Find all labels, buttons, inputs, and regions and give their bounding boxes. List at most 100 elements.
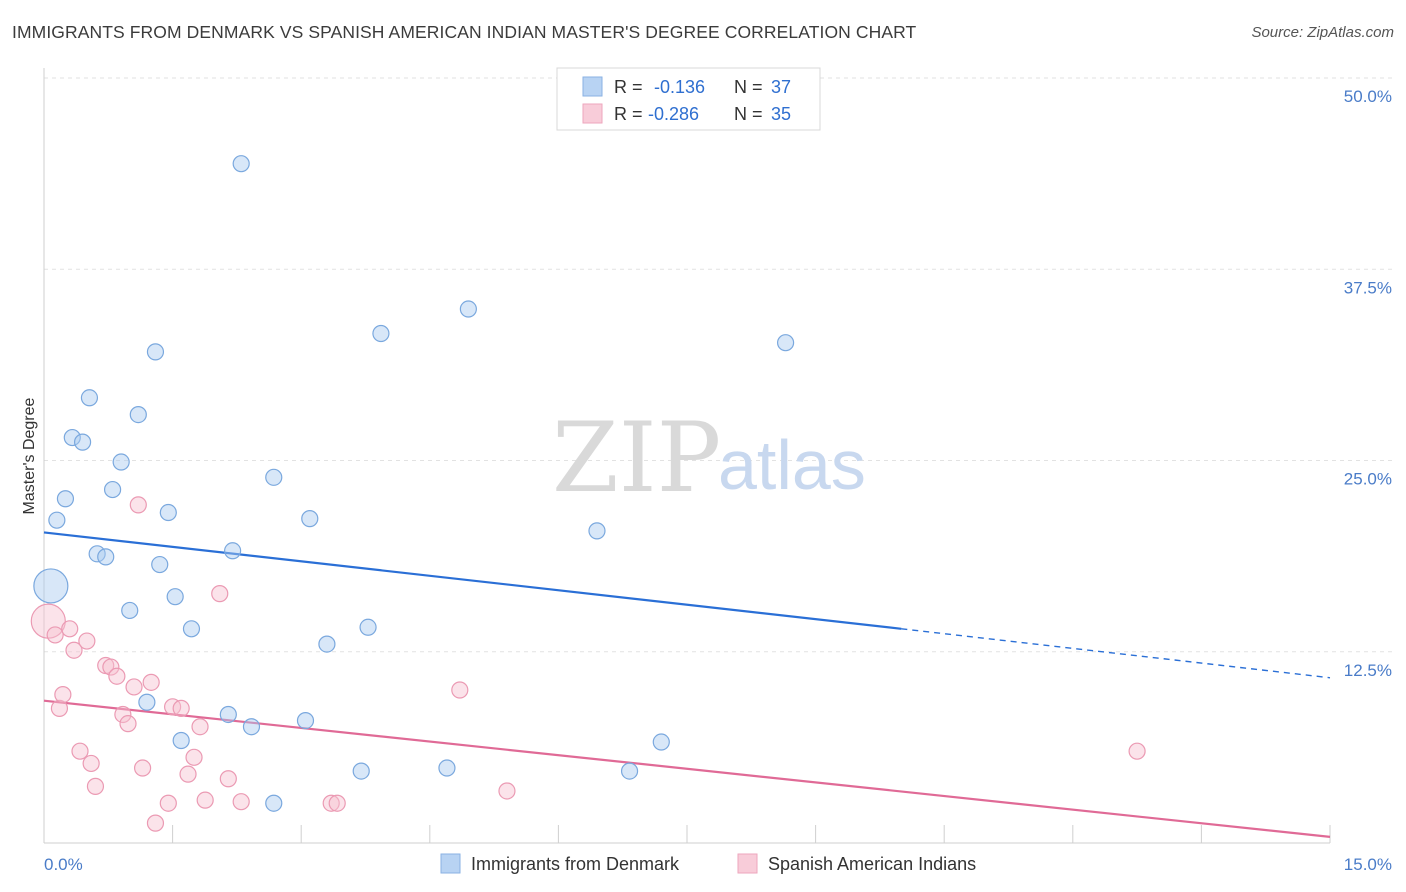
point-s0-34 [620, 762, 639, 780]
chart-source: Source: ZipAtlas.com [1251, 24, 1394, 41]
series-legend: Immigrants from Denmark Spanish American… [440, 853, 976, 874]
point-s0-8 [103, 480, 122, 499]
point-s0-31 [438, 759, 456, 777]
series-label-spanish: Spanish American Indians [768, 854, 976, 874]
point-s0-32 [459, 300, 477, 318]
point-s0-28 [352, 762, 370, 780]
legend-r-label-2: R = [614, 104, 643, 124]
point-s0-1 [48, 511, 66, 529]
point-s0-33 [588, 522, 606, 540]
legend: R = -0.136 N = 37 R = -0.286 N = 35 [556, 67, 821, 131]
point-s0-9 [112, 453, 130, 471]
point-s1-32 [451, 681, 469, 699]
point-s0-2 [56, 490, 75, 508]
point-s1-5 [65, 641, 83, 659]
point-s0-4 [73, 433, 92, 451]
trend-line-s0 [43, 531, 902, 630]
point-s0-25 [296, 711, 315, 730]
point-s1-20 [159, 794, 177, 812]
point-s1-2 [50, 699, 69, 717]
point-s1-14 [119, 715, 137, 733]
point-s1-6 [71, 742, 89, 760]
legend-r-value-2: -0.286 [648, 104, 699, 124]
legend-r-label-1: R = [614, 77, 643, 97]
point-s0-5 [80, 389, 99, 407]
point-s0-27 [318, 635, 336, 653]
point-s1-27 [211, 585, 229, 603]
point-s1-22 [172, 699, 190, 717]
watermark: ZIP atlas [552, 402, 866, 514]
point-s1-13 [114, 705, 132, 724]
point-s0-22 [242, 718, 261, 736]
point-s1-8 [82, 754, 100, 773]
point-s0-30 [372, 324, 390, 343]
y-tick-label-0: 12.5% [1344, 661, 1392, 680]
point-s1-33 [498, 782, 516, 800]
legend-n-value-2: 35 [771, 104, 791, 124]
point-s0-20 [224, 542, 242, 560]
point-s0-26 [301, 510, 319, 528]
point-s1-26 [196, 791, 214, 809]
point-s0-11 [129, 406, 147, 424]
legend-n-value-1: 37 [771, 77, 791, 97]
point-s0-7 [97, 548, 115, 566]
point-s1-29 [232, 793, 250, 811]
legend-swatch-spanish [582, 103, 603, 124]
y-tick-label-1: 25.0% [1344, 470, 1392, 489]
trend-line-dashed-s0 [901, 628, 1331, 679]
point-s0-13 [146, 343, 165, 361]
y-tick-label-2: 37.5% [1344, 278, 1392, 297]
chart-title: IMMIGRANTS FROM DENMARK VS SPANISH AMERI… [12, 22, 917, 42]
series-swatch-denmark [440, 853, 461, 874]
point-s1-31 [328, 794, 346, 812]
point-s1-25 [191, 718, 209, 736]
x-tick-label-min: 0.0% [44, 855, 83, 874]
point-s0-29 [359, 618, 377, 636]
point-s1-17 [133, 759, 152, 777]
y-axis-label: Master's Degree [21, 397, 38, 514]
trend-lines [43, 531, 1331, 838]
point-s1-3 [54, 685, 72, 704]
point-s1-15 [125, 678, 143, 696]
legend-n-label-1: N = [734, 77, 763, 97]
point-s1-11 [102, 658, 120, 676]
point-s1-16 [129, 496, 147, 514]
legend-swatch-denmark [582, 76, 603, 97]
point-s1-28 [219, 770, 237, 788]
legend-n-label-2: N = [734, 104, 763, 124]
point-s1-1 [46, 626, 64, 644]
point-s1-18 [142, 673, 160, 691]
axes [43, 68, 1331, 844]
legend-r-value-1: -0.136 [654, 77, 705, 97]
y-tick-labels: 12.5% 25.0% 37.5% 50.0% [1344, 87, 1392, 680]
point-s0-3 [63, 428, 81, 447]
point-s0-23 [265, 794, 283, 812]
point-s0-24 [265, 468, 283, 486]
point-s0-15 [159, 503, 177, 522]
data-points [30, 155, 1146, 832]
point-s0-12 [138, 693, 156, 711]
trend-line-s1 [43, 699, 1331, 838]
point-s1-12 [108, 667, 126, 685]
point-s1-34 [1128, 742, 1146, 760]
point-s0-21 [232, 155, 250, 173]
x-tick-label-max: 15.0% [1344, 855, 1392, 874]
point-s0-10 [121, 601, 139, 620]
point-s0-14 [151, 555, 169, 574]
point-s0-18 [182, 620, 201, 638]
point-s0-36 [776, 334, 795, 352]
series-label-denmark: Immigrants from Denmark [471, 854, 680, 874]
watermark-atlas: atlas [718, 426, 866, 504]
point-s1-24 [185, 748, 203, 766]
point-s1-7 [78, 632, 96, 650]
point-s0-0 [33, 568, 69, 604]
point-s1-19 [146, 814, 165, 832]
point-s0-17 [172, 731, 190, 750]
point-s1-9 [86, 777, 105, 795]
point-s0-19 [219, 705, 237, 724]
series-swatch-spanish [737, 853, 758, 874]
point-s1-30 [322, 794, 340, 812]
point-s1-21 [164, 698, 182, 716]
watermark-zip: ZIP [552, 402, 721, 514]
